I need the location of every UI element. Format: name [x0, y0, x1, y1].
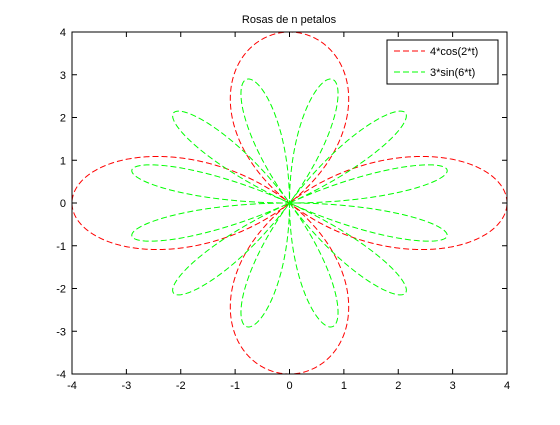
- x-tick-label: -2: [176, 380, 186, 392]
- y-tick-label: 3: [60, 70, 66, 82]
- legend-box: [386, 39, 499, 85]
- x-tick-label: 1: [341, 380, 347, 392]
- legend-label-2: 3*sin(6*t): [430, 67, 475, 79]
- series-1-line: [72, 32, 507, 374]
- y-tick-label: -4: [56, 369, 66, 381]
- y-tick-label: 2: [60, 113, 66, 125]
- x-tick-label: -4: [67, 380, 77, 392]
- y-tick-label: 4: [60, 27, 66, 39]
- legend-label-1: 4*cos(2*t): [430, 46, 478, 58]
- plot-area: [72, 32, 507, 374]
- x-tick-label: 2: [395, 380, 401, 392]
- chart-title: Rosas de n petalos: [242, 14, 337, 26]
- legend: 4*cos(2*t) 3*sin(6*t): [386, 39, 499, 85]
- x-tick-label: 4: [504, 380, 510, 392]
- x-tick-label: 0: [286, 380, 292, 392]
- series-2-line: [131, 78, 448, 328]
- y-tick-label: -1: [56, 241, 66, 253]
- y-tick-label: 0: [60, 198, 66, 210]
- y-tick-label: -2: [56, 284, 66, 296]
- x-tick-label: -1: [230, 380, 240, 392]
- y-tick-label: 1: [60, 155, 66, 167]
- y-tick-label: -3: [56, 326, 66, 338]
- axes: -4 -3 -2 -1 0 1 2 3 4 -4 -3 -2 -1 0 1 2 3 4: [56, 27, 510, 392]
- x-tick-label: -3: [121, 380, 131, 392]
- x-tick-label: 3: [450, 380, 456, 392]
